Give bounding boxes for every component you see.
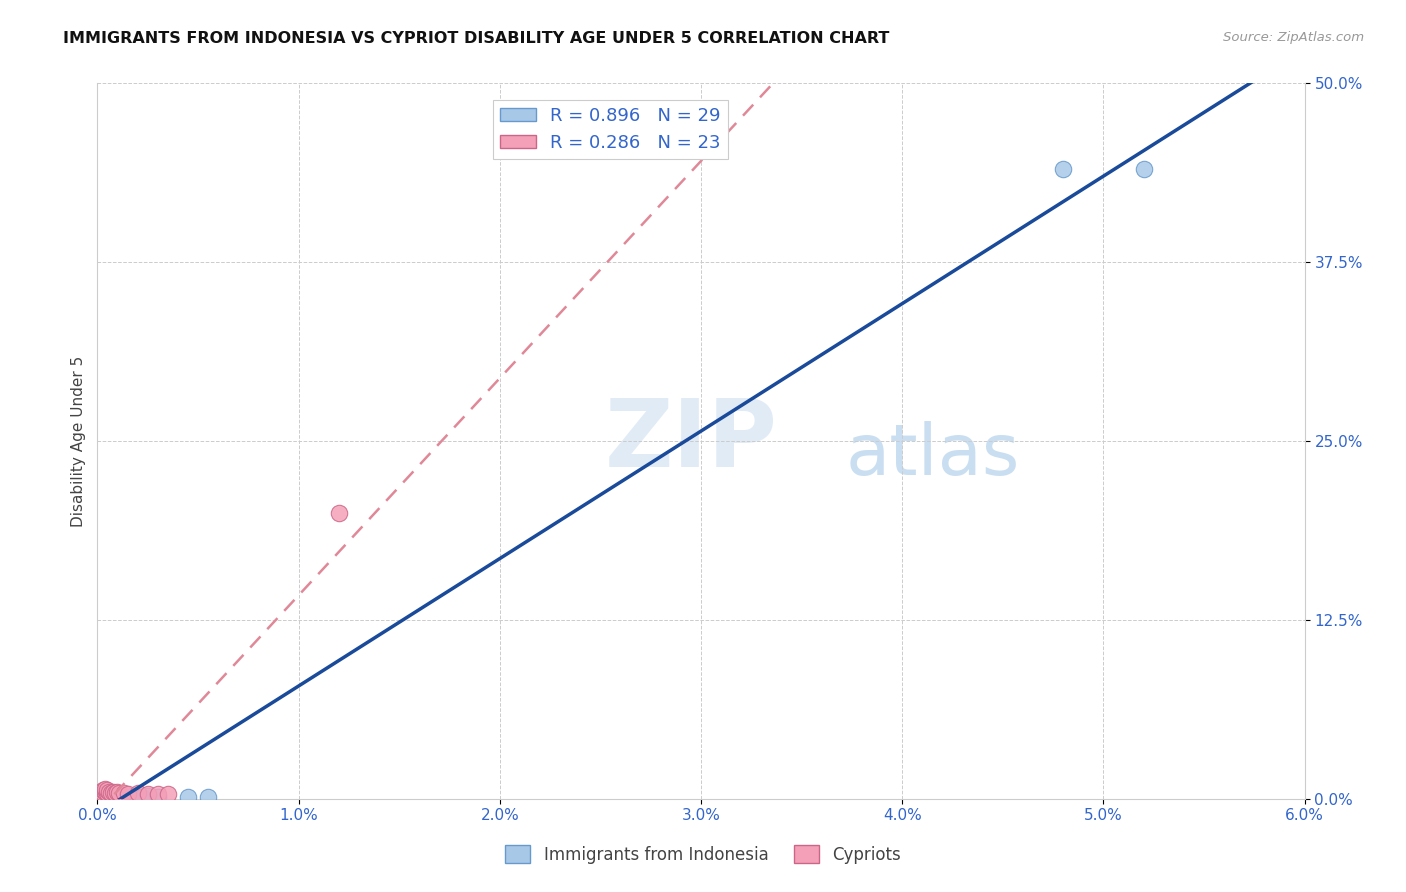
Point [93, 786, 115, 800]
Point [93, 790, 115, 805]
Point [108, 789, 131, 803]
Point [117, 788, 139, 802]
Point [107, 790, 129, 805]
Point [104, 790, 127, 805]
Point [96, 789, 118, 803]
Point [89, 790, 111, 805]
Point [136, 789, 159, 803]
Point [89, 786, 111, 800]
Point [122, 789, 145, 803]
Point [1052, 162, 1074, 177]
Point [93, 789, 115, 803]
Point [98, 790, 121, 805]
Point [127, 790, 149, 805]
Point [96, 783, 118, 797]
Point [90, 790, 112, 805]
Text: IMMIGRANTS FROM INDONESIA VS CYPRIOT DISABILITY AGE UNDER 5 CORRELATION CHART: IMMIGRANTS FROM INDONESIA VS CYPRIOT DIS… [63, 31, 890, 46]
Point [156, 788, 179, 802]
Point [108, 786, 131, 800]
Point [96, 786, 118, 800]
Point [146, 788, 169, 802]
Point [96, 790, 118, 805]
Point [89, 789, 111, 803]
Point [110, 790, 132, 805]
Point [93, 783, 115, 797]
Point [112, 786, 135, 800]
Point [104, 786, 127, 800]
Legend: R = 0.896   N = 29, R = 0.286   N = 23: R = 0.896 N = 29, R = 0.286 N = 23 [492, 100, 728, 159]
Point [131, 790, 153, 805]
Point [103, 789, 125, 803]
Legend: Immigrants from Indonesia, Cypriots: Immigrants from Indonesia, Cypriots [499, 838, 907, 871]
Text: atlas: atlas [846, 421, 1021, 490]
Point [118, 790, 141, 805]
Point [98, 784, 121, 798]
Point [177, 790, 200, 805]
Point [103, 784, 125, 798]
Y-axis label: Disability Age Under 5: Disability Age Under 5 [72, 356, 86, 526]
Point [90, 784, 112, 798]
Point [90, 789, 112, 803]
Point [100, 786, 122, 800]
Point [94, 789, 117, 803]
Point [127, 786, 149, 800]
Point [94, 784, 117, 798]
Point [117, 790, 139, 805]
Point [107, 784, 129, 798]
Point [1132, 162, 1154, 177]
Point [112, 789, 135, 803]
Point [90, 788, 112, 802]
Point [146, 790, 169, 805]
Point [197, 790, 219, 805]
Point [100, 790, 122, 805]
Point [136, 788, 159, 802]
Point [94, 790, 117, 805]
Point [94, 781, 117, 796]
Text: Source: ZipAtlas.com: Source: ZipAtlas.com [1223, 31, 1364, 45]
Point [328, 506, 350, 520]
Text: ZIP: ZIP [605, 395, 778, 487]
